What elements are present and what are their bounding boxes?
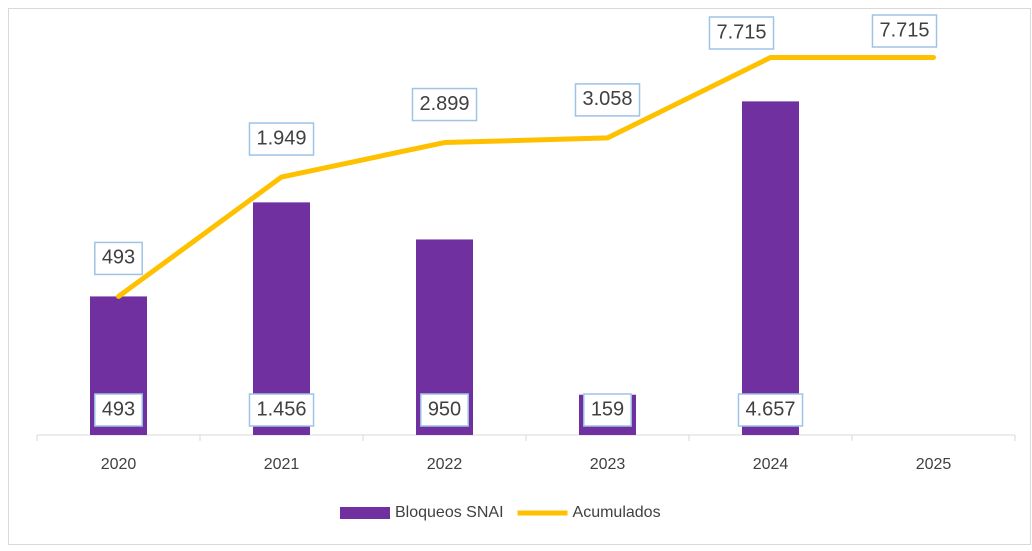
data-label-group: 7.715 — [708, 16, 775, 50]
data-label-group: 493 — [94, 241, 143, 276]
data-label: 4.657 — [745, 398, 795, 420]
legend-swatch — [340, 507, 390, 519]
data-label-box — [871, 14, 938, 48]
x-tick-label: 2025 — [916, 456, 952, 473]
data-label: 1.949 — [256, 127, 306, 149]
data-label-box — [411, 87, 478, 122]
legend-label: Bloqueos SNAI — [395, 504, 504, 521]
data-label-box — [248, 122, 315, 156]
data-label-group: 159 — [583, 393, 632, 427]
data-label-box — [94, 241, 143, 276]
data-label: 950 — [428, 398, 461, 420]
data-label: 493 — [102, 398, 135, 420]
x-tick-label: 2020 — [101, 456, 137, 473]
data-label: 2.899 — [419, 93, 469, 115]
data-label-group: 2.899 — [411, 87, 478, 122]
x-tick-label: 2023 — [590, 456, 626, 473]
data-label-group: 4.657 — [737, 393, 804, 427]
x-tick-label: 2021 — [264, 456, 300, 473]
legend-label: Acumulados — [573, 504, 661, 521]
data-label-box — [94, 393, 143, 427]
x-tick-label: 2024 — [753, 456, 789, 473]
data-label-box — [737, 393, 804, 427]
data-label-group: 950 — [420, 393, 469, 427]
data-label-group: 1.949 — [248, 122, 315, 156]
bar — [742, 101, 799, 435]
data-label-box — [708, 16, 775, 50]
x-tick-label: 2022 — [427, 456, 463, 473]
data-label-box — [248, 393, 315, 427]
data-label-box — [583, 393, 632, 427]
chart-frame — [8, 8, 1031, 545]
line — [116, 55, 936, 299]
data-label-box — [420, 393, 469, 427]
data-label: 493 — [102, 247, 135, 269]
data-label: 1.456 — [256, 398, 306, 420]
data-label-box — [574, 83, 641, 117]
data-label: 7.715 — [879, 19, 929, 41]
data-label-group: 493 — [94, 393, 143, 427]
data-label-group: 7.715 — [871, 14, 938, 48]
data-label: 3.058 — [582, 88, 632, 110]
data-label: 159 — [591, 398, 624, 420]
data-label-group: 3.058 — [574, 83, 641, 117]
data-label: 7.715 — [716, 21, 766, 43]
data-label-group: 1.456 — [248, 393, 315, 427]
